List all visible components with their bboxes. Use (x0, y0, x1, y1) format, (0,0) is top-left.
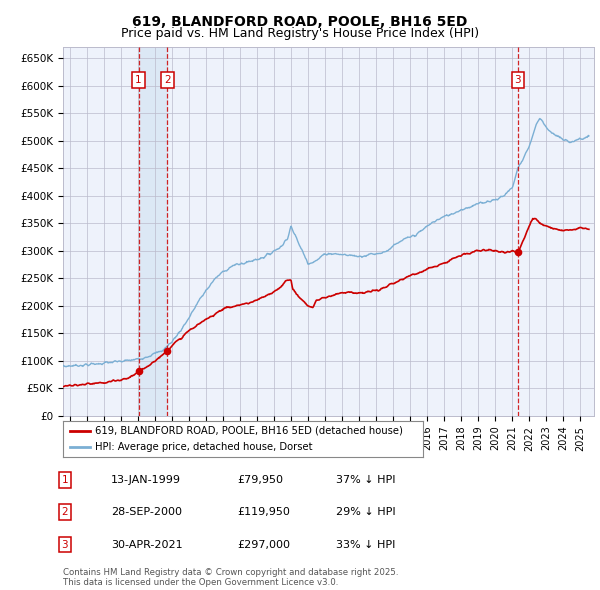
Text: 29% ↓ HPI: 29% ↓ HPI (336, 507, 395, 517)
Text: £79,950: £79,950 (237, 475, 283, 484)
Text: 3: 3 (61, 540, 68, 549)
Text: 2: 2 (61, 507, 68, 517)
Text: 2: 2 (164, 75, 171, 85)
Text: 33% ↓ HPI: 33% ↓ HPI (336, 540, 395, 549)
Text: 28-SEP-2000: 28-SEP-2000 (111, 507, 182, 517)
Text: £119,950: £119,950 (237, 507, 290, 517)
Bar (139, 47, 167, 416)
Text: 3: 3 (515, 75, 521, 85)
Text: 619, BLANDFORD ROAD, POOLE, BH16 5ED: 619, BLANDFORD ROAD, POOLE, BH16 5ED (133, 15, 467, 29)
Text: £297,000: £297,000 (237, 540, 290, 549)
Text: 30-APR-2021: 30-APR-2021 (111, 540, 182, 549)
Text: 1: 1 (135, 75, 142, 85)
Text: 1: 1 (61, 475, 68, 484)
Text: 37% ↓ HPI: 37% ↓ HPI (336, 475, 395, 484)
Text: HPI: Average price, detached house, Dorset: HPI: Average price, detached house, Dors… (95, 442, 313, 453)
Text: Price paid vs. HM Land Registry's House Price Index (HPI): Price paid vs. HM Land Registry's House … (121, 27, 479, 40)
Text: Contains HM Land Registry data © Crown copyright and database right 2025.
This d: Contains HM Land Registry data © Crown c… (63, 568, 398, 587)
Text: 619, BLANDFORD ROAD, POOLE, BH16 5ED (detached house): 619, BLANDFORD ROAD, POOLE, BH16 5ED (de… (95, 425, 403, 435)
Text: 13-JAN-1999: 13-JAN-1999 (111, 475, 181, 484)
